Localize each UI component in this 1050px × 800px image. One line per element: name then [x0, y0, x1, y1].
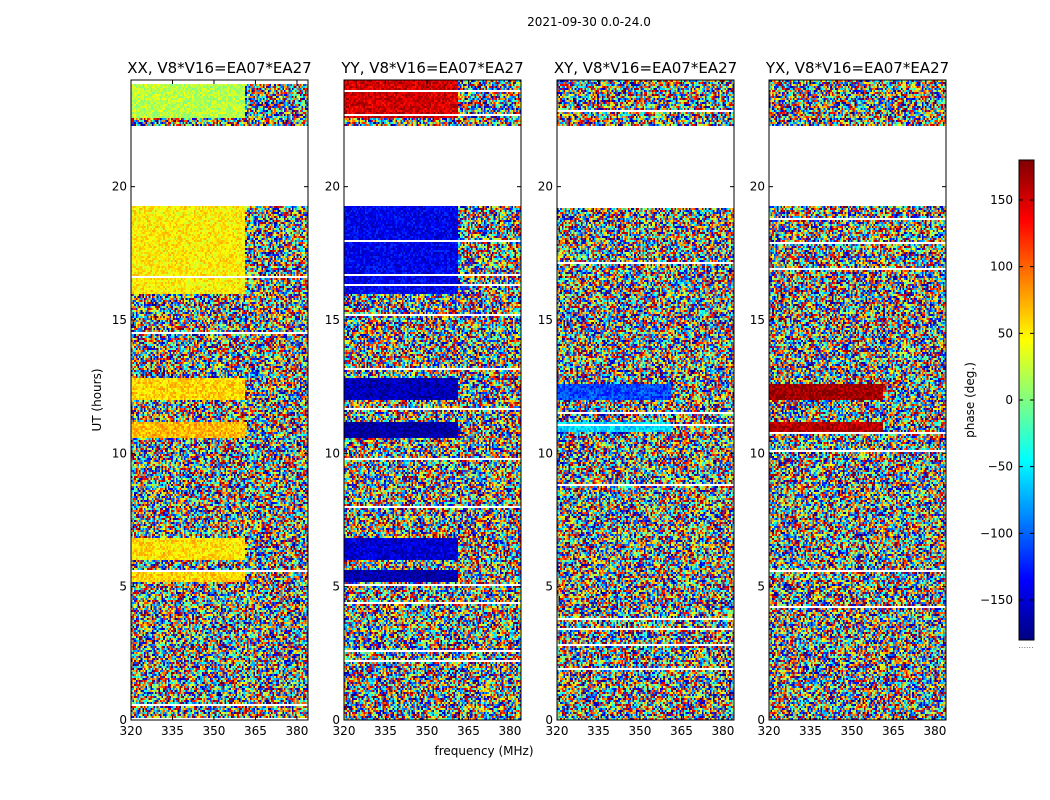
colorbar-footer-text: ......	[1018, 641, 1033, 650]
x-tick-label: 335	[161, 724, 184, 738]
x-tick-label: 365	[670, 724, 693, 738]
plot-frame	[768, 79, 947, 721]
y-tick-label: 10	[112, 446, 127, 460]
panel-yx: YX, V8*V16=EA07*EA27 320 335 350 365 380 0 5 10 1…	[750, 59, 949, 738]
y-tick-label: 0	[757, 713, 765, 727]
x-tick-label: 335	[799, 724, 822, 738]
y-tick-label: 5	[545, 580, 553, 594]
y-tick-label: 0	[545, 713, 553, 727]
y-tick-label: 15	[112, 313, 127, 327]
y-axis-label: UT (hours)	[90, 368, 104, 431]
x-tick-label: 320	[120, 724, 143, 738]
x-tick-label: 320	[333, 724, 356, 738]
colorbar-tick-label: 100	[990, 260, 1013, 274]
x-tick-label: 365	[244, 724, 267, 738]
x-tick-label: 350	[629, 724, 652, 738]
colorbar-tick-label: −100	[980, 526, 1013, 540]
heatmap-yx	[769, 80, 946, 720]
heatmap-yy	[344, 80, 521, 720]
x-tick-label: 380	[498, 724, 521, 738]
colorbar: 150 100 50 0 −50 −100 −150	[980, 159, 1035, 641]
x-tick-label: 380	[285, 724, 308, 738]
y-tick-label: 20	[538, 180, 553, 194]
x-tick-label: 380	[711, 724, 734, 738]
colorbar-label: phase (deg.)	[963, 362, 977, 438]
y-tick-label: 5	[332, 580, 340, 594]
colorbar-tick-label: 0	[1005, 393, 1013, 407]
figure-title: 2021-09-30 0.0-24.0	[527, 15, 651, 29]
panel-xx: XX, V8*V16=EA07*EA27 320 335 350 365 380 0 5 10 1…	[112, 59, 312, 738]
heatmap-xx	[131, 80, 308, 720]
plot-frame	[556, 79, 735, 721]
panel-xy: XY, V8*V16=EA07*EA27 320 335 350 365 380 0 5 10 1…	[538, 59, 737, 738]
plot-frame	[343, 79, 522, 721]
x-tick-label: 380	[923, 724, 946, 738]
panel-title-xx: XX, V8*V16=EA07*EA27	[127, 59, 311, 77]
x-tick-label: 335	[374, 724, 397, 738]
x-tick-label: 350	[203, 724, 226, 738]
y-tick-label: 15	[325, 313, 340, 327]
panels: XX, V8*V16=EA07*EA27 320 335 350 365 380 0 5 10 1…	[112, 59, 949, 738]
x-tick-label: 320	[546, 724, 569, 738]
y-tick-label: 5	[757, 580, 765, 594]
panel-title-yy: YY, V8*V16=EA07*EA27	[340, 59, 523, 77]
colorbar-tick-label: 50	[998, 326, 1013, 340]
x-tick-label: 350	[416, 724, 439, 738]
y-tick-label: 20	[325, 180, 340, 194]
heatmap-xy	[557, 80, 734, 720]
x-tick-label: 350	[841, 724, 864, 738]
x-tick-label: 335	[587, 724, 610, 738]
y-tick-label: 10	[538, 446, 553, 460]
panel-title-yx: YX, V8*V16=EA07*EA27	[765, 59, 949, 77]
x-tick-label: 365	[457, 724, 480, 738]
y-tick-label: 5	[119, 580, 127, 594]
x-axis-label: frequency (MHz)	[434, 744, 533, 758]
y-tick-label: 15	[750, 313, 765, 327]
colorbar-tick-label: −50	[988, 460, 1013, 474]
y-tick-label: 10	[750, 446, 765, 460]
panel-title-xy: XY, V8*V16=EA07*EA27	[554, 59, 737, 77]
x-tick-label: 365	[882, 724, 905, 738]
colorbar-tick-label: −150	[980, 593, 1013, 607]
y-tick-label: 0	[332, 713, 340, 727]
x-tick-label: 320	[758, 724, 781, 738]
y-tick-label: 0	[119, 713, 127, 727]
y-tick-label: 20	[750, 180, 765, 194]
y-tick-label: 10	[325, 446, 340, 460]
panel-yy: YY, V8*V16=EA07*EA27 320 335 350 365 380 0 5 10 1…	[325, 59, 524, 738]
y-tick-label: 15	[538, 313, 553, 327]
colorbar-tick-label: 150	[990, 193, 1013, 207]
y-tick-label: 20	[112, 180, 127, 194]
plot-frame	[130, 79, 309, 721]
